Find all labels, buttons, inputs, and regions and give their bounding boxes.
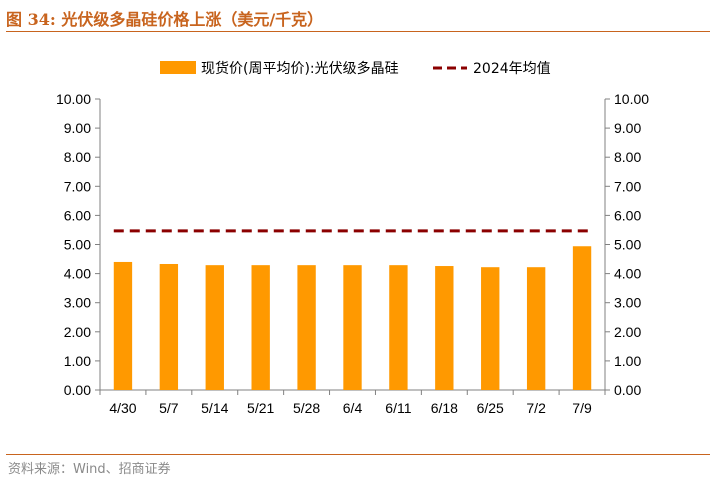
right-tick-label: 9.00 [614, 120, 641, 136]
x-tick-label: 7/9 [572, 400, 592, 416]
chart-title: 图 34: 光伏级多晶硅价格上涨（美元/千克） [6, 10, 324, 29]
bar [251, 265, 270, 390]
bar [435, 266, 454, 390]
left-tick-label: 5.00 [64, 237, 91, 253]
left-tick-label: 10.00 [56, 91, 91, 107]
x-tick-label: 5/21 [247, 400, 274, 416]
left-tick-label: 6.00 [64, 207, 91, 223]
bar [205, 265, 224, 390]
legend-avg-label: 2024年均值 [473, 61, 551, 77]
legend-bar-label: 现货价(周平均价):光伏级多晶硅 [201, 60, 399, 77]
right-tick-label: 4.00 [614, 266, 641, 282]
bar [343, 265, 362, 390]
left-tick-label: 8.00 [64, 149, 91, 165]
x-tick-label: 5/28 [293, 400, 320, 416]
left-tick-label: 4.00 [64, 266, 91, 282]
x-tick-label: 5/14 [201, 400, 228, 416]
title-divider [6, 31, 710, 32]
x-tick-label: 7/2 [526, 400, 546, 416]
right-tick-label: 0.00 [614, 382, 641, 398]
x-tick-label: 6/4 [343, 400, 363, 416]
right-tick-label: 2.00 [614, 324, 641, 340]
left-tick-label: 9.00 [64, 120, 91, 136]
right-tick-label: 10.00 [614, 91, 649, 107]
bar [159, 263, 179, 390]
source-note: 资料来源：Wind、招商证券 [8, 462, 171, 477]
right-tick-label: 5.00 [614, 237, 641, 253]
x-tick-label: 6/11 [385, 400, 411, 416]
left-tick-label: 3.00 [64, 295, 91, 311]
legend: 现货价(周平均价):光伏级多晶硅 2024年均值 [160, 60, 551, 77]
right-tick-label: 3.00 [614, 295, 641, 311]
right-tick-label: 6.00 [614, 207, 641, 223]
x-tick-label: 5/7 [159, 400, 179, 416]
tick-labels: 0.00 1.00 2.00 3.00 4.00 5.00 6.00 7.00 8.00 9.00… [56, 91, 649, 416]
bar [297, 265, 316, 390]
left-tick-label: 2.00 [64, 324, 91, 340]
bar [526, 267, 546, 390]
left-tick-label: 7.00 [64, 178, 91, 194]
bar [389, 265, 408, 390]
x-tick-label: 6/18 [431, 400, 458, 416]
left-tick-label: 0.00 [64, 382, 91, 398]
left-tick-label: 1.00 [64, 353, 91, 369]
legend-bar-swatch [160, 61, 196, 74]
right-tick-label: 1.00 [614, 353, 641, 369]
x-tick-label: 6/25 [477, 400, 504, 416]
bars [113, 246, 592, 390]
bar [113, 261, 133, 390]
source-divider [6, 454, 710, 455]
bar [481, 267, 500, 390]
right-tick-label: 7.00 [614, 178, 641, 194]
bar [572, 246, 592, 390]
x-tick-label: 4/30 [109, 400, 136, 416]
right-tick-label: 8.00 [614, 149, 641, 165]
